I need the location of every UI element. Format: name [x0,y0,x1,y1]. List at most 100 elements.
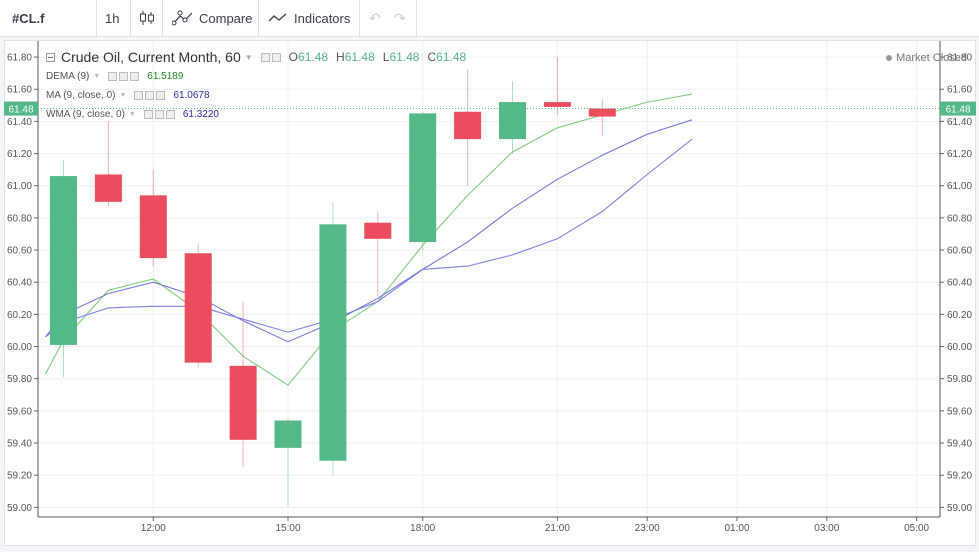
x-tick-label: 05:00 [904,523,929,534]
symbol-search[interactable]: #CL.f [12,0,45,36]
candle-body [454,111,482,140]
indicator-legend-wma[interactable]: WMA (9, close, 0) ▼ 61.3220 [46,109,219,120]
indicator-legend-dema[interactable]: DEMA (9) ▼ 61.5189 [46,71,183,82]
collapse-icon[interactable] [46,52,55,62]
candle-down [229,301,257,468]
redo-icon: ↷ [394,9,406,26]
y-tick-label-right: 61.00 [947,181,972,192]
market-status: Market Closed [886,52,967,64]
y-tick-label-right: 59.40 [947,439,972,450]
candle-down [454,69,482,186]
y-tick-label-right: 61.60 [947,85,972,96]
high-value: 61.48 [344,50,375,64]
close-icon[interactable] [130,72,140,81]
chevron-down-icon[interactable]: ▼ [119,92,127,99]
indicator-legend-ma[interactable]: MA (9, close, 0) ▼ 61.0678 [46,90,210,101]
chart-title: Crude Oil, Current Month, 60 [61,49,241,65]
candles [50,57,616,506]
x-tick-label: 12:00 [141,523,166,534]
y-tick-label-right: 61.40 [947,117,972,128]
indicator-value: 61.3220 [182,109,219,120]
eye-icon[interactable] [134,91,144,100]
chevron-down-icon[interactable]: ▼ [93,73,101,80]
candle-down [139,169,167,267]
interval-button[interactable]: 1h [105,0,119,36]
eye-icon[interactable] [143,110,153,119]
status-dot-icon [886,55,893,61]
indicator-name: WMA (9, close, 0) [46,109,125,120]
settings-icon[interactable] [271,52,281,62]
x-tick-label: 21:00 [545,523,570,534]
candle-body [274,420,302,448]
y-tick-label-left: 61.40 [7,117,32,128]
y-tick-label-left: 60.40 [7,278,32,289]
y-tick-label-left: 59.60 [7,406,32,417]
toolbar: #CL.f 1h Compare Indicators ↶ ↷ [0,0,979,37]
x-tick-label: 23:00 [635,523,660,534]
indicator-value: 61.0678 [173,90,210,101]
candle-body [499,102,526,140]
chevron-down-icon[interactable]: ▼ [128,111,136,118]
symbol-label: #CL.f [12,10,45,26]
toolbar-divider [258,0,259,36]
y-tick-label-left: 61.20 [7,149,32,160]
undo-icon: ↶ [369,9,381,26]
candle-up [50,160,77,378]
redo-button[interactable]: ↷ [394,0,406,36]
x-tick-label: 03:00 [814,523,839,534]
settings-icon[interactable] [119,72,129,81]
chart-style-button[interactable] [139,0,155,36]
last-price-label-right: 61.48 [945,105,970,116]
x-tick-label: 15:00 [275,523,300,534]
candle-body [50,176,77,345]
indicators-icon [268,13,287,22]
close-label: C [427,50,437,64]
settings-icon[interactable] [154,110,164,119]
y-tick-label-right: 60.00 [947,342,972,353]
chevron-down-icon[interactable]: ▼ [244,52,253,62]
last-price-label-left: 61.48 [8,105,33,116]
y-tick-label-right: 59.00 [947,503,972,514]
y-tick-label-right: 60.60 [947,246,972,257]
candle-up [274,417,302,506]
y-tick-label-right: 60.40 [947,278,972,289]
candle-down [543,57,571,115]
y-tick-label-right: 60.20 [947,310,972,321]
candle-body [94,174,122,202]
compare-button[interactable]: Compare [172,0,252,36]
close-icon[interactable] [156,91,166,100]
y-tick-label-right: 59.20 [947,471,972,482]
candle-up [499,81,526,154]
market-status-label: Market Closed [896,52,967,64]
indicators-label: Indicators [294,10,351,26]
candle-body [319,224,347,461]
indicator-name: MA (9, close, 0) [46,90,116,101]
toolbar-divider [96,0,97,36]
y-tick-label-left: 59.20 [7,471,32,482]
y-tick-label-right: 60.80 [947,213,972,224]
high-label: H [336,50,345,64]
close-icon[interactable] [165,110,175,119]
y-tick-label-left: 60.60 [7,246,32,257]
settings-icon[interactable] [145,91,155,100]
y-tick-label-right: 61.20 [947,149,972,160]
candle-down [364,211,392,297]
candle-up [409,111,437,251]
low-value: 61.48 [389,50,420,64]
undo-button[interactable]: ↶ [369,0,381,36]
x-tick-label: 01:00 [724,523,749,534]
y-tick-label-left: 61.80 [7,53,32,64]
y-tick-label-right: 61.80 [947,53,972,64]
eye-icon[interactable] [260,52,270,62]
indicators-button[interactable]: Indicators [268,0,350,36]
eye-icon[interactable] [108,72,118,81]
indicator-name: DEMA (9) [46,71,90,82]
candle-down [588,98,616,136]
toolbar-divider [130,0,131,36]
open-value: 61.48 [298,50,329,64]
interval-label: 1h [105,10,120,26]
dema-line [45,93,693,386]
y-tick-label-left: 59.00 [7,503,32,514]
